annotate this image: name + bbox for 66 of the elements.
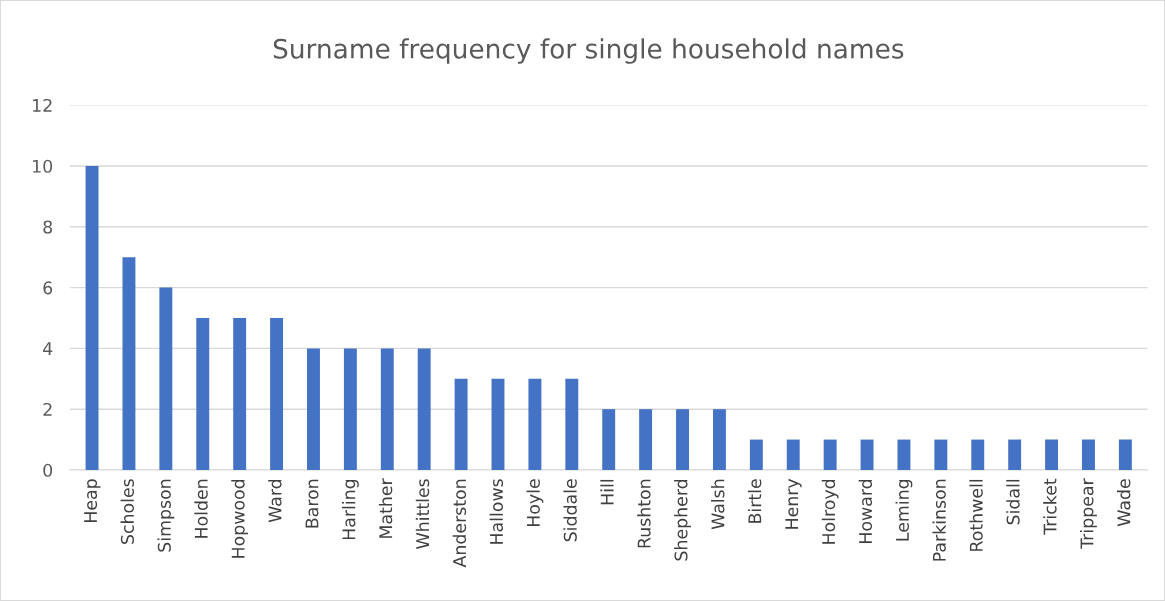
- bar: [233, 317, 247, 470]
- x-tick-label: Simpson: [157, 479, 175, 552]
- bar: [122, 257, 136, 470]
- bar: [1008, 439, 1022, 470]
- bar: [491, 378, 505, 470]
- x-tick-label: Hopwood: [231, 479, 249, 558]
- x-tick-label: Henry: [785, 478, 802, 529]
- x-tick-label: Leming: [895, 479, 913, 541]
- bar: [307, 348, 320, 470]
- bar: [159, 287, 173, 470]
- bar: [749, 439, 763, 470]
- bar: [897, 439, 911, 470]
- bar: [380, 348, 394, 470]
- x-tick-label: Parkinson: [932, 479, 946, 561]
- y-tick-label: 12: [33, 98, 52, 112]
- x-tick-label: Rothwell: [969, 479, 983, 551]
- bar: [417, 348, 431, 470]
- bar: [270, 317, 284, 470]
- bar: [1082, 439, 1095, 470]
- x-tick-label: Mather: [378, 478, 393, 538]
- x-tick-label: Ward: [268, 479, 282, 523]
- chart-title: Surname frequency for single household names: [273, 38, 904, 64]
- x-tick-label: Whittles: [415, 479, 430, 549]
- bar: [786, 439, 800, 470]
- bar: [823, 439, 837, 470]
- x-tick-label: Harling: [341, 479, 359, 540]
- bar: [639, 409, 653, 470]
- x-tick-label: Scholes: [120, 479, 134, 544]
- x-tick-label: Birtle: [747, 479, 762, 523]
- y-tick-label: 2: [43, 402, 52, 416]
- bar: [1045, 439, 1059, 470]
- x-tick-label: Heap: [84, 479, 101, 523]
- x-tick-label: Walsh: [711, 479, 725, 530]
- bar: [712, 409, 726, 470]
- bar: [602, 409, 616, 470]
- x-tick-label: Wade: [1116, 479, 1131, 527]
- x-tick-label: Holroyd: [821, 479, 839, 544]
- bar: [1118, 439, 1132, 470]
- x-tick-label: Howard: [858, 479, 873, 543]
- x-tick-label: Trippear: [1080, 478, 1097, 549]
- x-tick-label: Siddale: [563, 479, 577, 542]
- y-tick-label: 6: [43, 281, 53, 295]
- bar: [85, 165, 99, 470]
- bar: [196, 317, 210, 470]
- x-tick-label: Hoyle: [526, 479, 544, 527]
- x-tick-label: Tricket: [1043, 478, 1057, 535]
- y-tick-label: 4: [43, 342, 53, 355]
- x-tick-label: Rushton: [637, 479, 651, 548]
- bar: [934, 439, 948, 470]
- x-tick-label: Hill: [600, 479, 614, 505]
- bar: [343, 348, 357, 470]
- bar: [971, 439, 985, 470]
- x-tick-label: Sidall: [1006, 479, 1020, 525]
- bar: [676, 409, 689, 470]
- x-tick-label: Holden: [194, 479, 208, 538]
- bar: [528, 378, 542, 470]
- y-tick-label: 8: [43, 220, 53, 234]
- x-tick-label: Baron: [305, 479, 319, 528]
- y-tick-label: 0: [43, 463, 53, 477]
- bar: [565, 378, 579, 470]
- x-tick-label: Shepherd: [674, 479, 691, 561]
- y-tick-label: 10: [33, 159, 53, 173]
- x-tick-label: Anderston: [452, 479, 467, 568]
- x-tick-label: Hallows: [489, 479, 504, 544]
- bar: [860, 439, 874, 470]
- bar: [454, 378, 468, 470]
